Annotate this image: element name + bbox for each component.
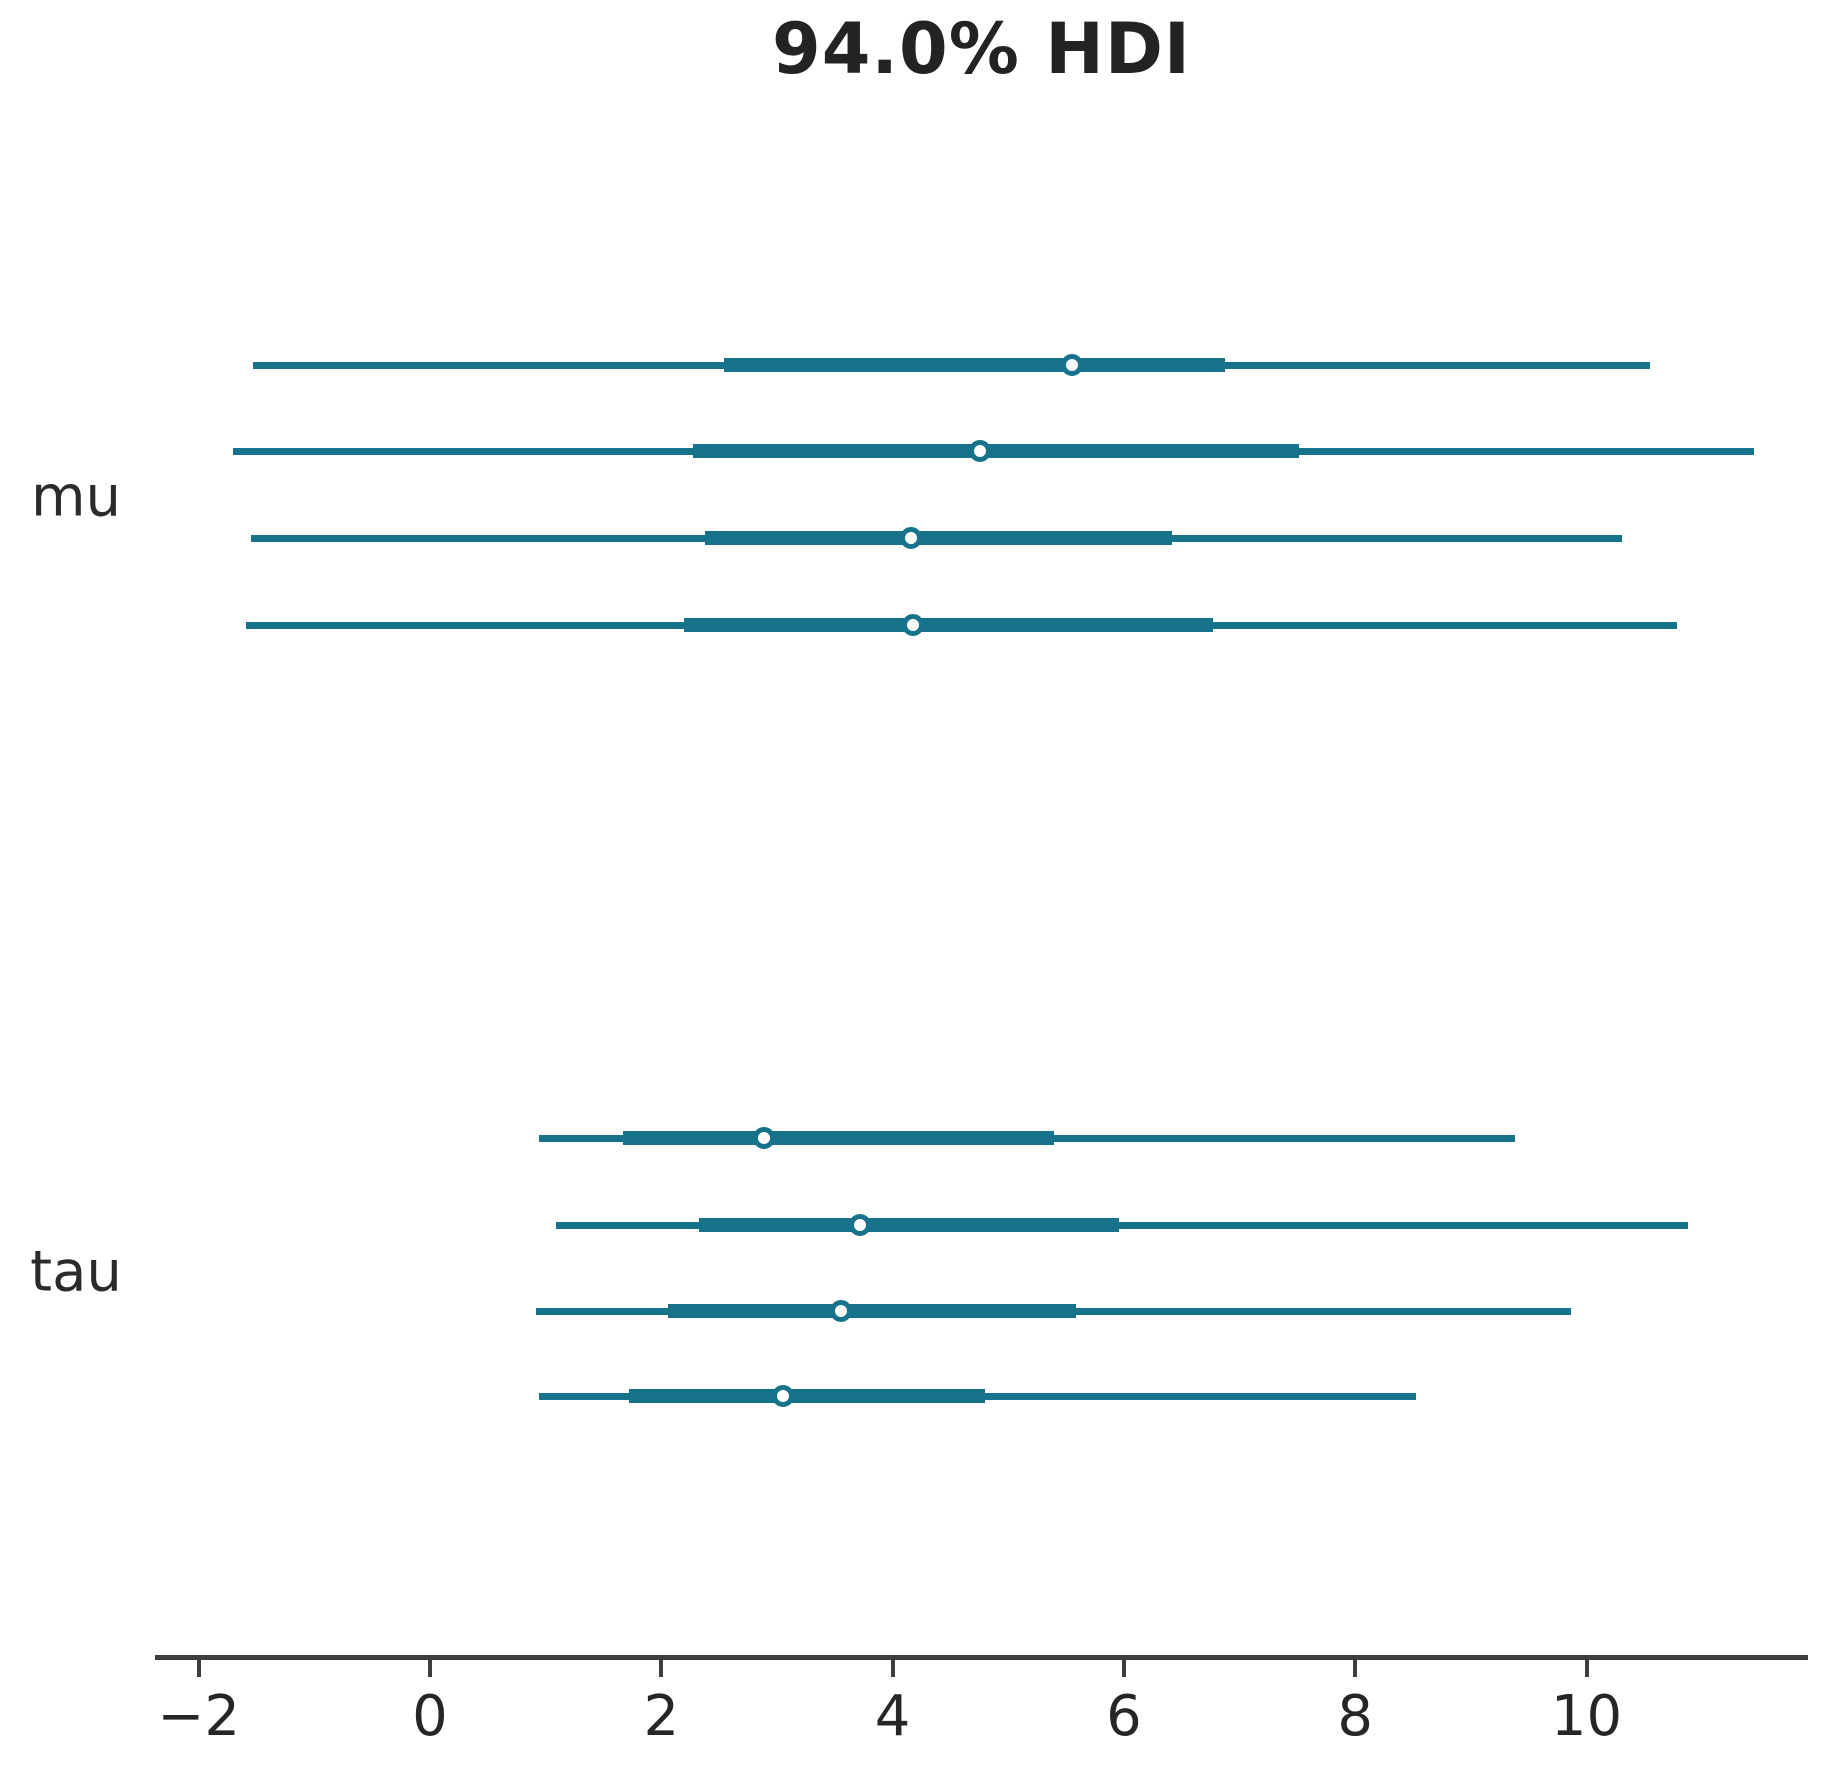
plot-title: 94.0% HDI	[772, 8, 1191, 90]
mu-chain-3-median-marker	[902, 614, 925, 636]
x-tick-label: 2	[643, 1684, 680, 1749]
x-tick-label: −2	[157, 1684, 240, 1749]
group-label-mu: mu	[30, 464, 122, 530]
tau-chain-0-median-marker	[753, 1127, 776, 1149]
x-tick-label: 4	[874, 1684, 911, 1749]
mu-chain-0-median-marker	[1060, 354, 1083, 376]
mu-chain-2-quartile-interval	[705, 531, 1173, 545]
x-tick-mark	[890, 1660, 895, 1677]
x-tick-label: 10	[1550, 1684, 1623, 1749]
tau-chain-2-median-marker	[829, 1300, 852, 1322]
mu-chain-3-quartile-interval	[684, 618, 1213, 632]
tau-chain-3-median-marker	[771, 1385, 794, 1407]
mu-chain-1-median-marker	[969, 440, 992, 462]
x-tick-mark	[1584, 1660, 1589, 1677]
tau-chain-1-quartile-interval	[699, 1218, 1120, 1232]
x-tick-mark	[659, 1660, 664, 1677]
x-axis-spine	[155, 1655, 1808, 1660]
x-tick-mark	[196, 1660, 201, 1677]
mu-chain-2-median-marker	[900, 527, 923, 549]
tau-chain-0-quartile-interval	[623, 1131, 1055, 1145]
x-tick-label: 6	[1106, 1684, 1142, 1749]
tau-chain-1-median-marker	[849, 1214, 872, 1236]
mu-chain-1-quartile-interval	[692, 444, 1299, 458]
tau-chain-1-hdi-interval	[556, 1222, 1689, 1229]
x-tick-mark	[428, 1660, 432, 1677]
x-tick-mark	[1353, 1660, 1358, 1677]
x-tick-mark	[1121, 1660, 1126, 1677]
group-label-tau: tau	[30, 1239, 122, 1305]
x-tick-label: 0	[412, 1684, 448, 1749]
x-tick-label: 8	[1337, 1684, 1374, 1749]
tau-chain-2-quartile-interval	[668, 1304, 1077, 1318]
mu-chain-0-quartile-interval	[723, 358, 1225, 372]
tau-chain-3-quartile-interval	[628, 1389, 986, 1403]
